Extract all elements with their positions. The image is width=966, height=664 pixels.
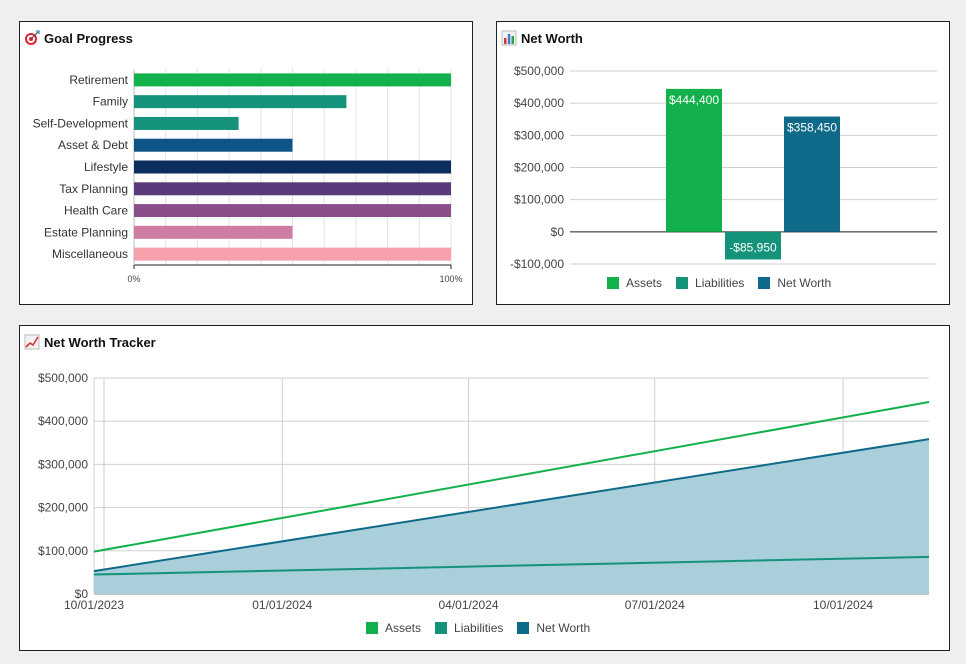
goal-bar [134,138,293,152]
line-chart-icon [24,334,40,350]
goal-bar [134,247,451,261]
legend-swatch [758,277,771,289]
legend-label: Liabilities [695,276,745,290]
net-worth-bar [725,231,781,260]
legend-item: Net Worth [758,276,831,290]
net-worth-bar [784,116,840,232]
goal-category-label: Miscellaneous [52,247,128,261]
tracker-x-tick-label: 04/01/2024 [438,598,498,612]
net-worth-tracker-legend: Assets Liabilities Net Worth [366,621,590,635]
legend-label: Assets [626,276,663,290]
net-worth-y-tick-label: $300,000 [514,128,564,142]
target-icon [25,30,40,45]
net-worth-tracker-title-text: Net Worth Tracker [44,334,156,350]
tracker-series-line-liabilities [93,555,930,576]
goal-progress-panel: Goal Progress 0% 100% Retirement Family Self… [19,21,473,305]
legend-swatch [435,622,448,634]
goal-bar [134,160,451,174]
tracker-y-tick-label: $400,000 [38,414,88,428]
goal-category-label: Family [93,95,128,109]
net-worth-y-tick-label: $100,000 [514,193,564,207]
net-worth-y-tick-label: $200,000 [514,161,564,175]
goal-category-label: Health Care [64,204,128,218]
goal-category-label: Self-Development [33,116,129,130]
goal-progress-chart: 0% 100% Retirement Family Self-Development As… [33,69,463,284]
net-worth-legend: Assets Liabilities Net Worth [607,276,831,290]
goal-category-label: Lifestyle [84,160,128,174]
legend-swatch [366,622,378,634]
goal-x-tick-label: 100% [439,274,462,284]
goal-category-label: Estate Planning [44,225,128,239]
tracker-y-tick-label: $500,000 [38,371,88,385]
legend-item: Liabilities [435,621,503,635]
legend-label: Assets [385,621,422,635]
tracker-y-tick-label: $300,000 [38,457,88,471]
tracker-x-tick-label: 10/01/2024 [813,598,873,612]
tracker-y-tick-label: $100,000 [38,544,88,558]
tracker-y-tick-label: $0 [75,587,89,601]
net-worth-tracker-chart: $0 $100,000 $200,000 $300,000 $400,000 $500,0… [38,371,930,612]
tracker-x-tick-label: 01/01/2024 [252,598,312,612]
tracker-x-tick-label: 10/01/2023 [64,598,124,612]
legend-item: Assets [366,621,421,635]
tracker-net-worth-area [94,439,929,594]
goal-progress-title: Goal Progress [24,30,133,46]
legend-item: Net Worth [517,621,590,635]
goal-bar [134,73,451,87]
tracker-series-line-assets [93,401,930,553]
net-worth-title-text: Net Worth [521,30,583,46]
legend-label: Net Worth [777,276,832,290]
legend-swatch [517,622,530,634]
goal-x-tick-label: 0% [127,274,140,284]
net-worth-data-label: -$85,950 [729,240,777,254]
goal-bar [134,116,239,130]
goal-bar [134,225,293,239]
goal-category-label: Asset & Debt [58,138,129,152]
net-worth-data-label: $358,450 [787,121,837,135]
goal-bar [134,95,347,109]
goal-bar [134,204,451,218]
net-worth-y-tick-label: $0 [551,225,565,239]
legend-item: Assets [607,276,662,290]
legend-swatch [607,277,619,289]
legend-label: Liabilities [454,621,504,635]
goal-category-label: Tax Planning [59,182,128,196]
net-worth-chart: -$100,000 $0 $100,000 $200,000 $300,000 $400,… [510,64,937,271]
legend-item: Liabilities [676,276,744,290]
legend-label: Net Worth [536,621,591,635]
goal-bar [134,182,451,196]
net-worth-title: Net Worth [501,30,583,46]
bar-chart-icon [501,30,517,46]
net-worth-y-tick-label: $400,000 [514,96,564,110]
legend-swatch [676,277,689,289]
tracker-series-line-net-worth [93,438,930,573]
net-worth-data-label: $444,400 [669,93,719,107]
tracker-y-tick-label: $200,000 [38,501,88,515]
net-worth-y-tick-label: $500,000 [514,64,564,78]
goal-progress-title-text: Goal Progress [44,30,133,46]
net-worth-tracker-title: Net Worth Tracker [24,334,156,350]
goal-category-label: Retirement [69,73,128,87]
tracker-x-tick-label: 07/01/2024 [625,598,685,612]
net-worth-y-tick-label: -$100,000 [510,257,564,271]
net-worth-bar [666,88,722,232]
net-worth-panel: Net Worth -$100,000 $0 $100,000 $200,000 $30… [496,21,950,305]
net-worth-tracker-panel: Net Worth Tracker $0 $100,000 $200,000 $300… [19,325,950,651]
